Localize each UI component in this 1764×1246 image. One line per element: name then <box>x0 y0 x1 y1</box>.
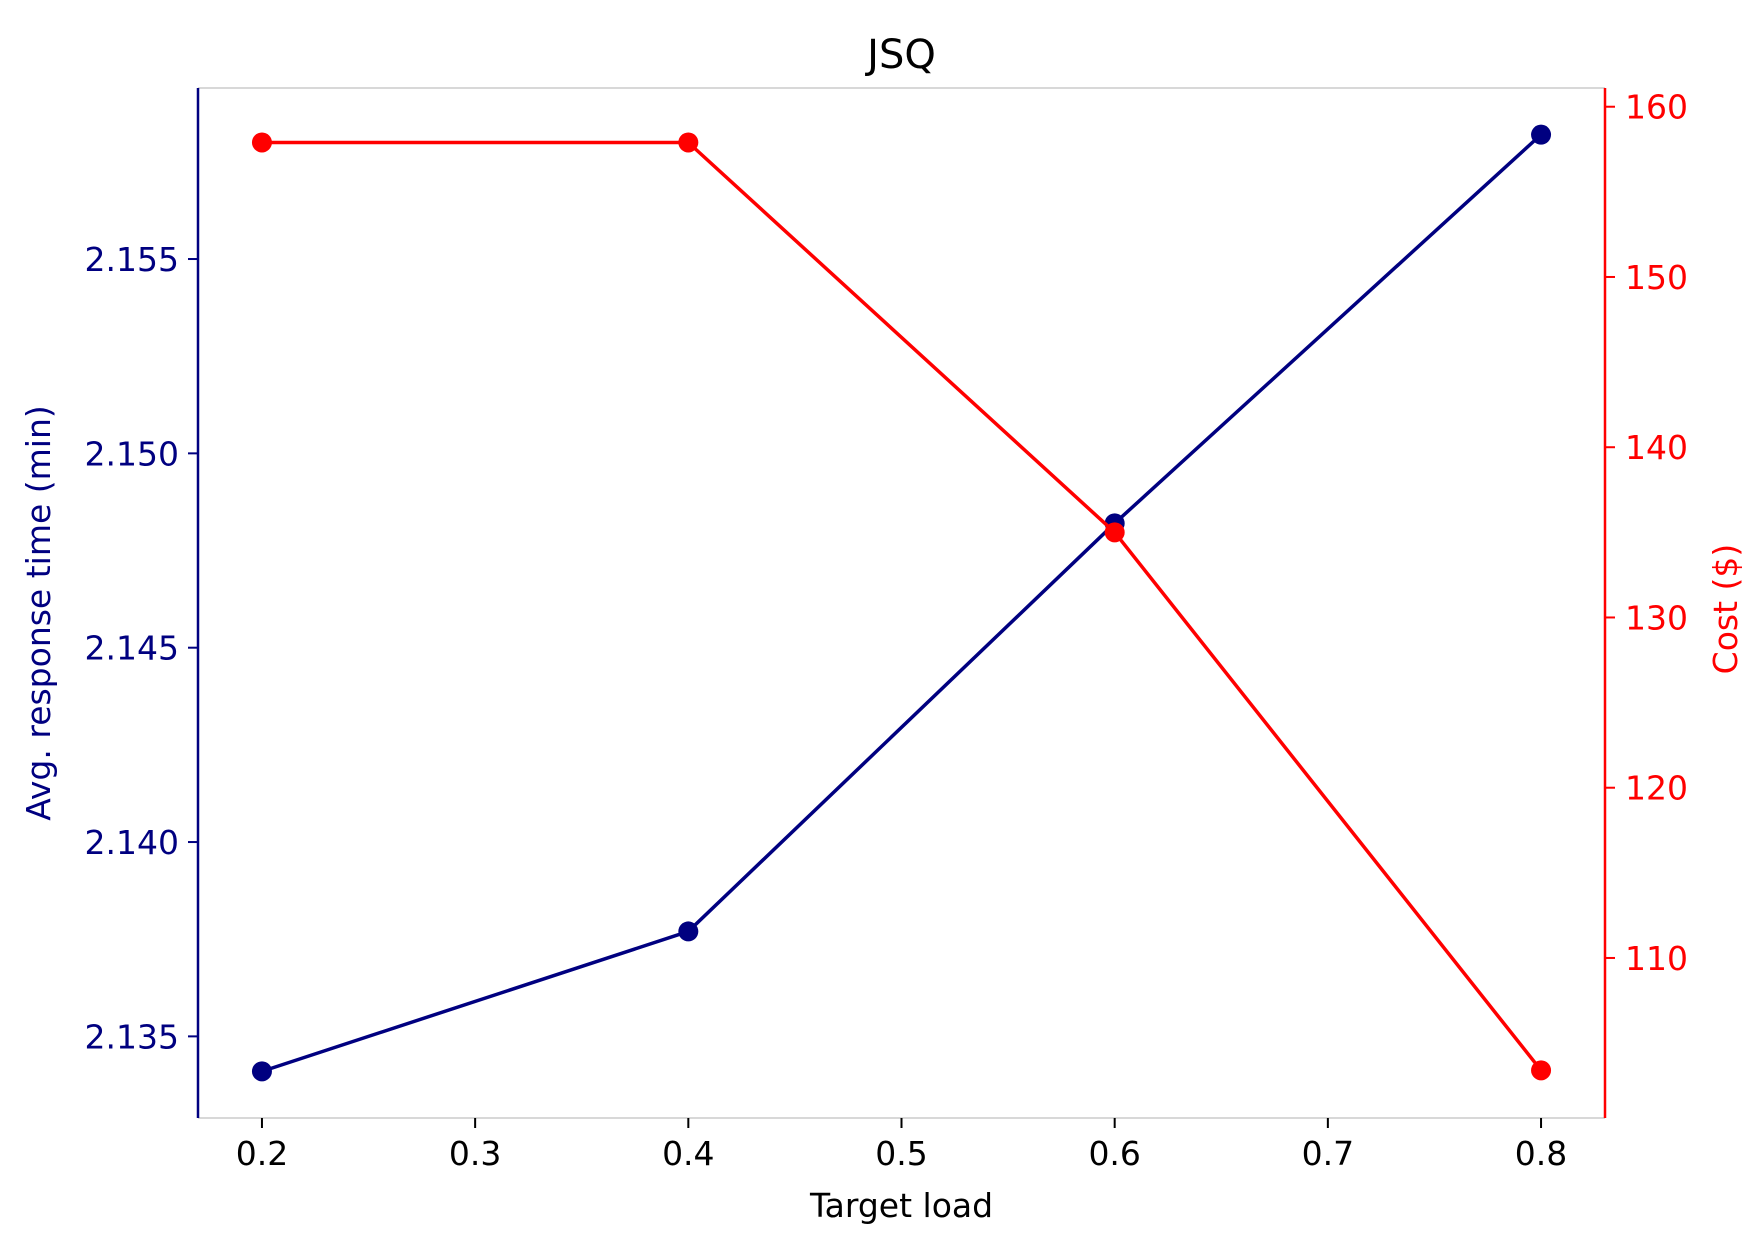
x-tick-label: 0.2 <box>236 1134 288 1173</box>
x-tick-label: 0.5 <box>875 1134 927 1173</box>
chart-title: JSQ <box>864 32 936 78</box>
x-tick-label: 0.3 <box>449 1134 501 1173</box>
right-tick-label: 120 <box>1625 769 1688 808</box>
cost-data-point <box>678 132 699 153</box>
right-tick-label: 110 <box>1625 939 1688 978</box>
response-time-series-line <box>261 133 1543 1074</box>
left-tick-label: 2.140 <box>85 823 179 862</box>
right-axis-ticks: 110 120 130 140 150 160 <box>1605 88 1688 978</box>
x-tick-label: 0.6 <box>1088 1134 1140 1173</box>
x-tick-label: 0.7 <box>1302 1134 1354 1173</box>
left-tick-label: 2.155 <box>85 240 179 279</box>
left-tick-label: 2.150 <box>85 434 179 473</box>
series-layer <box>251 124 1552 1082</box>
cost-data-point <box>1104 522 1125 543</box>
cost-data-point <box>251 132 272 153</box>
plot-frame <box>196 87 1607 1119</box>
left-axis-ticks: 2.135 2.140 2.145 2.150 2.155 <box>85 240 198 1056</box>
left-axis-label: Avg. response time (min) <box>19 405 58 821</box>
right-tick-label: 150 <box>1625 258 1688 297</box>
cost-series-line <box>261 140 1543 1072</box>
response-time-data-point <box>1531 124 1552 145</box>
x-tick-label: 0.8 <box>1515 1134 1567 1173</box>
left-tick-label: 2.145 <box>85 629 179 668</box>
x-axis-ticks: 0.2 0.3 0.4 0.5 0.6 0.7 0.8 <box>236 1118 1567 1173</box>
right-tick-label: 130 <box>1625 598 1688 637</box>
right-tick-label: 140 <box>1625 428 1688 467</box>
cost-data-point <box>1531 1060 1552 1081</box>
response-time-data-point <box>678 921 699 942</box>
x-axis-label: Target load <box>809 1186 993 1225</box>
x-tick-label: 0.4 <box>662 1134 714 1173</box>
response-time-data-point <box>251 1061 272 1082</box>
right-tick-label: 160 <box>1625 88 1688 127</box>
right-axis-label: Cost ($) <box>1706 544 1745 675</box>
left-tick-label: 2.135 <box>85 1017 179 1056</box>
